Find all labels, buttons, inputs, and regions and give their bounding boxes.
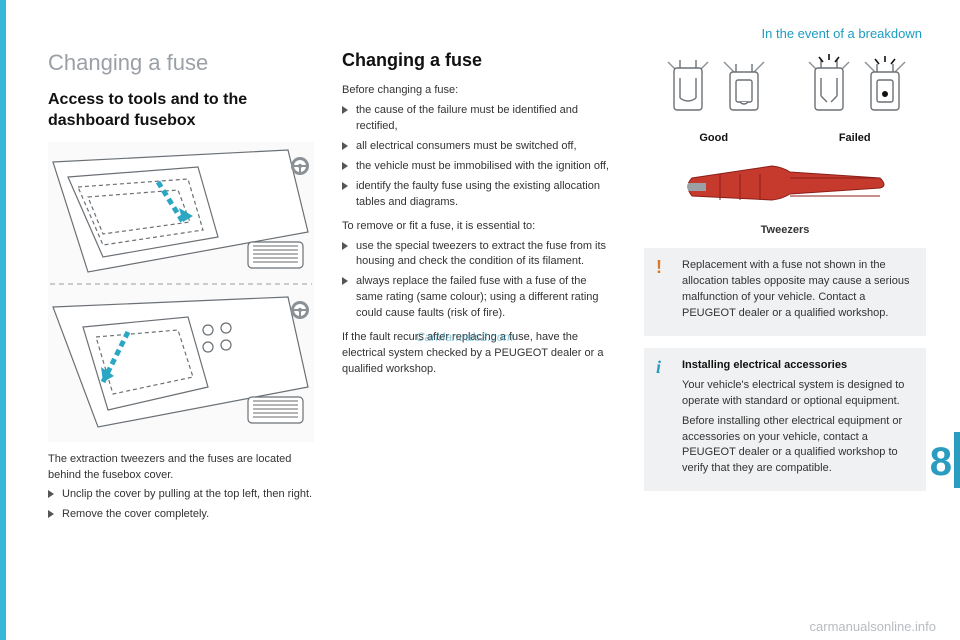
label-good: Good	[699, 132, 728, 144]
col2-steps: use the special tweezers to extract the …	[342, 239, 616, 323]
subtitle: Access to tools and to the dashboard fus…	[48, 90, 314, 132]
list-item: Remove the cover completely.	[48, 507, 314, 523]
col-access: Changing a fuse Access to tools and to t…	[48, 50, 314, 531]
info-callout: i Installing electrical accessories Your…	[644, 348, 926, 492]
list-item: all electrical consumers must be switche…	[342, 139, 616, 155]
col2-title: Changing a fuse	[342, 50, 616, 71]
tweezers-icon	[680, 156, 890, 218]
chapter-bar	[954, 432, 960, 488]
info-p1: Your vehicle's electrical system is desi…	[682, 378, 914, 410]
list-item: Unclip the cover by pulling at the top l…	[48, 487, 314, 503]
col1-p1: The extraction tweezers and the fuses ar…	[48, 452, 314, 484]
info-title: Installing electrical accessories	[682, 358, 914, 374]
warning-body: Replacement with a fuse not shown in the…	[682, 258, 914, 322]
chapter-number: 8	[930, 440, 952, 485]
fuse-labels: Good Failed	[644, 132, 926, 144]
warning-icon: !	[656, 258, 672, 326]
col2-prelist: the cause of the failure must be identif…	[342, 103, 616, 211]
page: In the event of a breakdown Changing a f…	[0, 0, 960, 640]
watermark-footer: carmanualsonline.info	[6, 619, 960, 634]
list-item: the vehicle must be immobilised with the…	[342, 159, 616, 175]
list-item: use the special tweezers to extract the …	[342, 239, 616, 271]
fusebox-illustration	[48, 142, 314, 442]
page-title: Changing a fuse	[48, 50, 314, 76]
col1-steps: Unclip the cover by pulling at the top l…	[48, 487, 314, 523]
col-reference: Good Failed Tweezers ! Replacement	[644, 50, 926, 531]
fuse-failed-icon	[801, 54, 911, 126]
list-item: the cause of the failure must be identif…	[342, 103, 616, 135]
info-icon: i	[656, 358, 672, 482]
col-procedure: Changing a fuse Before changing a fuse: …	[342, 50, 616, 531]
tweezers-figure: Tweezers	[644, 156, 926, 236]
columns: Changing a fuse Access to tools and to t…	[48, 50, 926, 531]
header-section: In the event of a breakdown	[762, 26, 922, 41]
warning-callout: ! Replacement with a fuse not shown in t…	[644, 248, 926, 336]
watermark-center: CarManuals2.com	[416, 330, 513, 344]
list-item: identify the faulty fuse using the exist…	[342, 179, 616, 211]
col2-intro2: To remove or fit a fuse, it is essential…	[342, 219, 616, 235]
info-p2: Before installing other electrical equip…	[682, 414, 914, 478]
label-failed: Failed	[839, 132, 871, 144]
warning-text: Replacement with a fuse not shown in the…	[682, 258, 914, 326]
label-tweezers: Tweezers	[761, 224, 810, 236]
list-item: always replace the failed fuse with a fu…	[342, 274, 616, 322]
fuse-good-icon	[660, 54, 770, 126]
col2-intro: Before changing a fuse:	[342, 83, 616, 99]
info-text: Installing electrical accessories Your v…	[682, 358, 914, 482]
fuse-icons-row	[644, 50, 926, 126]
